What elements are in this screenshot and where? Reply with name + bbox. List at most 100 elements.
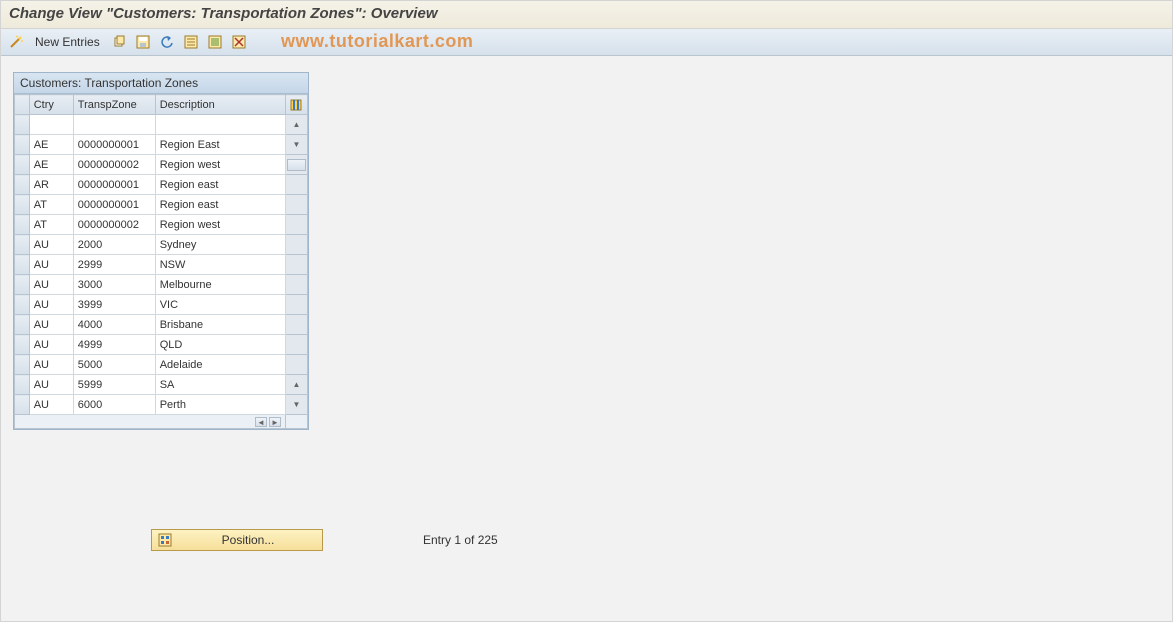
table-row[interactable]: AU2000Sydney: [15, 235, 308, 255]
row-handle[interactable]: [15, 155, 30, 175]
table-row[interactable]: AT0000000002Region west: [15, 215, 308, 235]
cell-desc[interactable]: Melbourne: [155, 275, 285, 295]
cell-zone[interactable]: 5000: [73, 355, 155, 375]
cell-zone[interactable]: 3000: [73, 275, 155, 295]
cell-ctry[interactable]: AU: [29, 375, 73, 395]
cell-desc[interactable]: Brisbane: [155, 315, 285, 335]
cell-zone[interactable]: 0000000001: [73, 135, 155, 155]
row-handle[interactable]: [15, 175, 30, 195]
row-handle[interactable]: [15, 115, 30, 135]
copy-icon[interactable]: [110, 33, 128, 51]
cell-ctry[interactable]: AU: [29, 355, 73, 375]
save-icon[interactable]: [134, 33, 152, 51]
cell-ctry[interactable]: AR: [29, 175, 73, 195]
cell-zone[interactable]: 0000000002: [73, 215, 155, 235]
cell-desc[interactable]: Region east: [155, 175, 285, 195]
select-icon[interactable]: [182, 33, 200, 51]
row-handle[interactable]: [15, 295, 30, 315]
v-scroll-track[interactable]: [285, 175, 307, 195]
cell-ctry[interactable]: AT: [29, 215, 73, 235]
v-scroll-track[interactable]: [285, 355, 307, 375]
cell-ctry[interactable]: AU: [29, 295, 73, 315]
table-row[interactable]: AU6000Perth▼: [15, 395, 308, 415]
row-handle[interactable]: [15, 375, 30, 395]
cell-ctry[interactable]: AT: [29, 195, 73, 215]
col-header-zone[interactable]: TranspZone: [73, 95, 155, 115]
table-row[interactable]: AU5999SA▲: [15, 375, 308, 395]
v-scroll-track[interactable]: [285, 215, 307, 235]
v-scroll-track[interactable]: [285, 235, 307, 255]
scroll-up-bottom-icon[interactable]: ▲: [285, 375, 307, 395]
cell-desc[interactable]: [155, 115, 285, 135]
table-row[interactable]: AU3000Melbourne: [15, 275, 308, 295]
cell-zone[interactable]: 0000000001: [73, 175, 155, 195]
table-row[interactable]: AU4000Brisbane: [15, 315, 308, 335]
v-scroll-track[interactable]: [285, 315, 307, 335]
cell-desc[interactable]: SA: [155, 375, 285, 395]
v-scroll-track[interactable]: [285, 335, 307, 355]
row-handle[interactable]: [15, 315, 30, 335]
row-handle[interactable]: [15, 195, 30, 215]
new-entries-button[interactable]: New Entries: [31, 35, 104, 49]
table-row[interactable]: AU2999NSW: [15, 255, 308, 275]
table-row[interactable]: AR0000000001Region east: [15, 175, 308, 195]
cell-desc[interactable]: Sydney: [155, 235, 285, 255]
cell-zone[interactable]: 0000000002: [73, 155, 155, 175]
cell-ctry[interactable]: AU: [29, 315, 73, 335]
cell-desc[interactable]: NSW: [155, 255, 285, 275]
table-row[interactable]: AE0000000001Region East▼: [15, 135, 308, 155]
deselect-icon[interactable]: [230, 33, 248, 51]
cell-ctry[interactable]: AU: [29, 255, 73, 275]
table-row[interactable]: ▲: [15, 115, 308, 135]
position-button[interactable]: Position...: [151, 529, 323, 551]
cell-zone[interactable]: 4000: [73, 315, 155, 335]
col-header-desc[interactable]: Description: [155, 95, 285, 115]
cell-desc[interactable]: VIC: [155, 295, 285, 315]
scroll-right-icon[interactable]: ►: [269, 417, 281, 427]
v-scroll-track[interactable]: [285, 275, 307, 295]
v-scroll-track[interactable]: [285, 295, 307, 315]
table-config-icon[interactable]: [285, 95, 307, 115]
v-scroll-track[interactable]: [285, 255, 307, 275]
cell-zone[interactable]: 6000: [73, 395, 155, 415]
cell-zone[interactable]: 5999: [73, 375, 155, 395]
wand-icon[interactable]: [7, 33, 25, 51]
table-row[interactable]: AU3999VIC: [15, 295, 308, 315]
row-handle[interactable]: [15, 275, 30, 295]
cell-ctry[interactable]: AU: [29, 275, 73, 295]
scroll-up-icon[interactable]: ▲: [285, 115, 307, 135]
row-handle[interactable]: [15, 215, 30, 235]
row-handle[interactable]: [15, 355, 30, 375]
cell-zone[interactable]: [73, 115, 155, 135]
cell-zone[interactable]: 3999: [73, 295, 155, 315]
row-handle[interactable]: [15, 395, 30, 415]
cell-zone[interactable]: 2000: [73, 235, 155, 255]
undo-icon[interactable]: [158, 33, 176, 51]
table-row[interactable]: AE0000000002Region west: [15, 155, 308, 175]
cell-desc[interactable]: Region East: [155, 135, 285, 155]
row-handle[interactable]: [15, 335, 30, 355]
cell-desc[interactable]: Perth: [155, 395, 285, 415]
row-handle[interactable]: [15, 255, 30, 275]
cell-zone[interactable]: 2999: [73, 255, 155, 275]
cell-ctry[interactable]: [29, 115, 73, 135]
scroll-down-bottom-icon[interactable]: ▼: [285, 395, 307, 415]
table-row[interactable]: AU4999QLD: [15, 335, 308, 355]
table-row[interactable]: AU5000Adelaide: [15, 355, 308, 375]
row-handle[interactable]: [15, 235, 30, 255]
cell-desc[interactable]: QLD: [155, 335, 285, 355]
cell-ctry[interactable]: AE: [29, 155, 73, 175]
cell-zone[interactable]: 4999: [73, 335, 155, 355]
v-scroll-track[interactable]: [285, 195, 307, 215]
cell-desc[interactable]: Adelaide: [155, 355, 285, 375]
cell-ctry[interactable]: AU: [29, 235, 73, 255]
cell-ctry[interactable]: AE: [29, 135, 73, 155]
scroll-left-icon[interactable]: ◄: [255, 417, 267, 427]
scroll-down-icon[interactable]: ▼: [285, 135, 307, 155]
cell-desc[interactable]: Region west: [155, 215, 285, 235]
select-all-icon[interactable]: [206, 33, 224, 51]
scroll-thumb[interactable]: [285, 155, 307, 175]
row-handle[interactable]: [15, 135, 30, 155]
cell-zone[interactable]: 0000000001: [73, 195, 155, 215]
cell-desc[interactable]: Region east: [155, 195, 285, 215]
